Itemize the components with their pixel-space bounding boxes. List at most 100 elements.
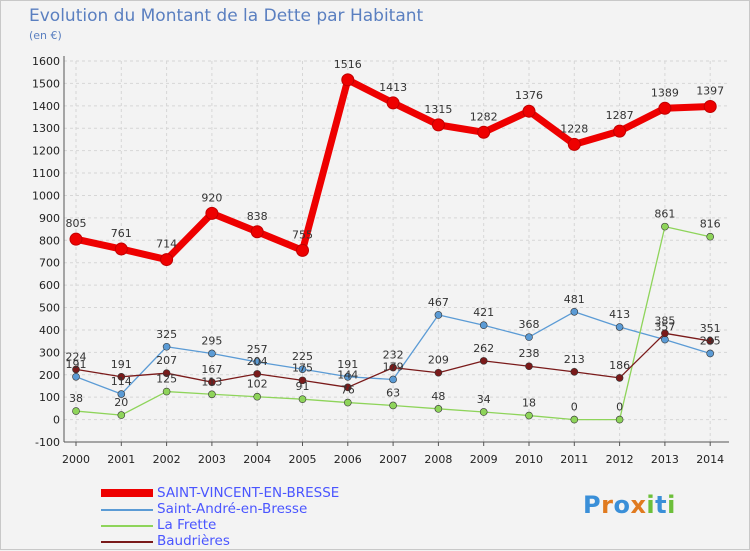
data-point [389,401,397,410]
data-point [615,415,624,424]
data-point [525,333,533,341]
data-labels: 805 761 714 920 838 755 1516 1413 1315 1282 1376 12… [66,58,725,414]
y-tick-label: 200 [39,369,60,382]
data-label: 257 [247,343,268,356]
legend-item: La Frette [101,517,401,535]
data-label: 1516 [334,58,362,71]
y-tick-label: 1200 [32,145,60,158]
data-label: 357 [654,321,675,334]
legend-label: La Frette [157,517,217,533]
data-label: 204 [247,355,268,368]
data-point [298,376,307,385]
data-point [570,368,579,376]
data-label: 191 [337,358,358,371]
data-label: 1315 [424,103,452,116]
data-point [117,411,126,419]
data-point [69,232,83,246]
data-label: 209 [428,354,449,367]
y-tick-label: 0 [53,414,60,427]
chart-subtitle: (en €) [29,29,62,42]
data-point [72,407,80,415]
legend-label: Saint-André-en-Bresse [157,501,308,517]
data-point [661,329,669,338]
y-tick-label: 500 [39,302,60,315]
data-point [658,101,672,115]
proxiti-logo: Proxiti [583,491,676,519]
data-point [615,323,624,331]
data-point [72,365,80,374]
data-label: 91 [296,380,310,393]
data-point [160,253,174,267]
y-tick-label: 1000 [32,189,60,202]
data-point [117,372,126,381]
data-label: 295 [700,334,721,347]
data-label: 76 [341,384,355,397]
data-label: 18 [522,397,536,410]
x-tick-label: 2008 [424,453,452,466]
legend-label: SAINT-VINCENT-EN-BRESSE [157,485,340,501]
data-point [296,243,309,257]
data-point [661,222,669,231]
data-label: 102 [247,378,268,391]
data-label: 838 [247,210,268,223]
data-point [250,225,264,239]
data-label: 232 [383,349,404,362]
data-point [162,387,171,396]
data-point [117,390,126,398]
data-label: 714 [156,238,177,251]
data-label: 1413 [379,81,407,94]
data-point [208,390,216,399]
data-label: 351 [700,322,721,335]
data-label: 38 [69,392,83,405]
data-label: 224 [66,350,87,363]
y-tick-label: 1400 [32,100,60,113]
data-point [431,118,445,132]
data-point [479,408,488,416]
data-label: 0 [571,401,578,414]
legend-swatch [101,489,153,497]
logo-letter: r [601,491,614,519]
data-label: 175 [292,361,313,374]
data-label: 191 [66,358,87,371]
x-tick-label: 2013 [651,453,679,466]
data-point [389,363,397,372]
data-point [703,99,717,113]
legend-item: SAINT-VINCENT-EN-BRESSE [101,485,401,503]
data-point [205,206,219,220]
logo-letter: P [583,491,602,519]
data-label: 20 [114,396,128,409]
data-label: 114 [111,375,132,388]
data-label: 144 [337,368,358,381]
y-tick-label: -100 [35,436,60,449]
data-point [522,104,536,118]
data-point [706,232,715,241]
data-label: 1376 [515,89,543,102]
x-tick-label: 2001 [107,453,135,466]
x-tick-label: 2002 [153,453,181,466]
y-tick-label: 900 [39,212,60,225]
data-point [477,125,491,139]
data-label: 125 [156,373,177,386]
legend-item: Baudrières [101,533,401,551]
y-tick-label: 1600 [32,55,60,68]
legend-swatch [101,525,153,527]
y-tick-label: 300 [39,346,60,359]
x-tick-label: 2009 [470,453,498,466]
data-label: 368 [519,318,540,331]
data-label: 179 [383,360,404,373]
data-label: 920 [201,191,222,204]
data-label: 63 [386,386,400,399]
x-tick-label: 2014 [696,453,724,466]
x-tick-label: 2010 [515,453,543,466]
data-label: 0 [616,401,623,414]
data-label: 385 [654,314,675,327]
y-tick-label: 100 [39,391,60,404]
data-label: 1389 [651,86,679,99]
legend-swatch [101,541,153,543]
data-point [298,365,307,373]
data-point [706,349,715,358]
data-label: 113 [201,375,222,388]
axes: -100010020030040050060070080090010001100… [32,55,729,466]
data-point [434,405,443,413]
